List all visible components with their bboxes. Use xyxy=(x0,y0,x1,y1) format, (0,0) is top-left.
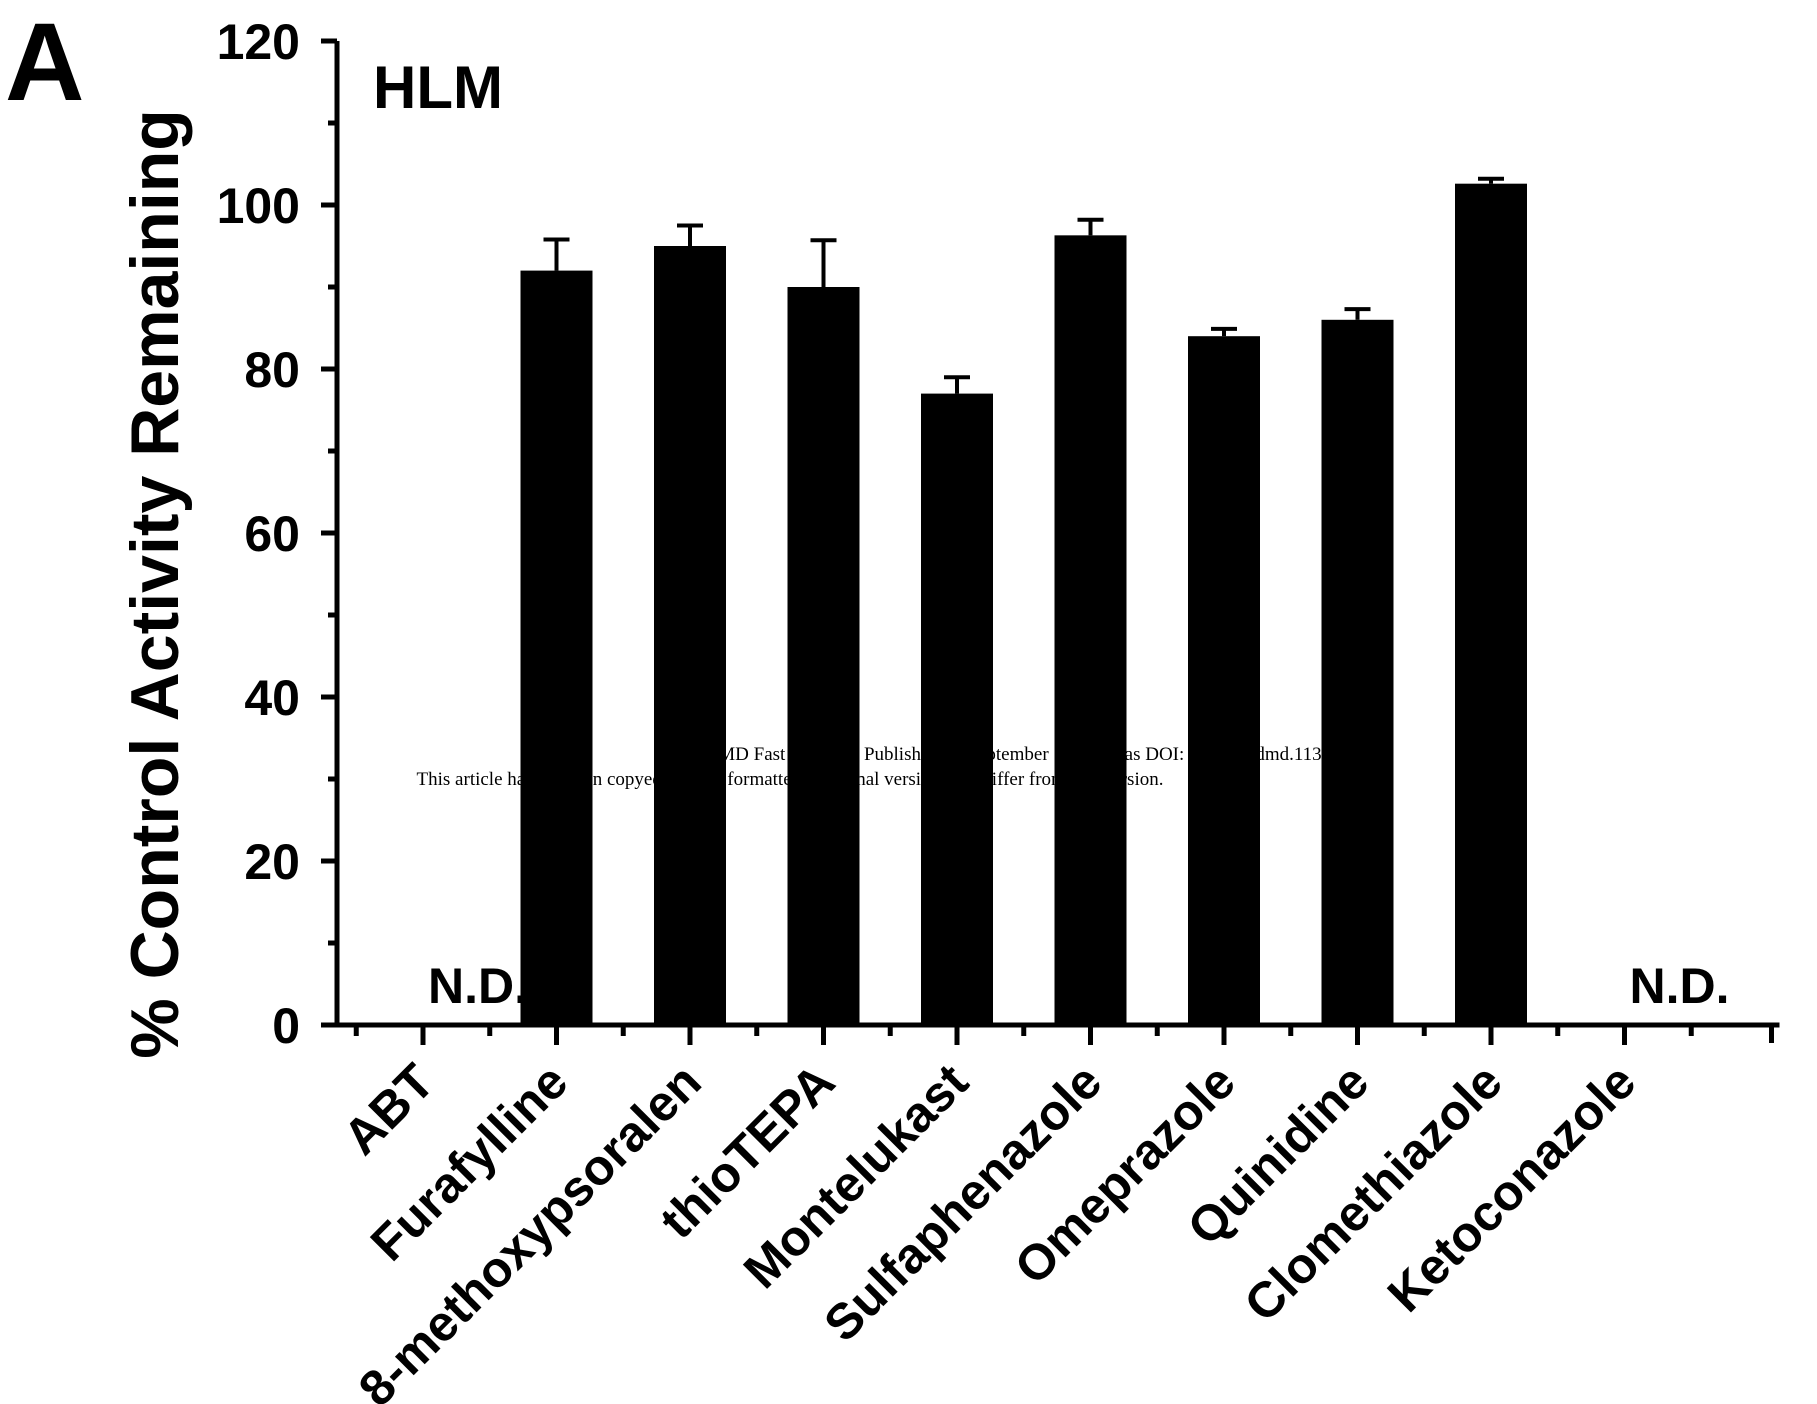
bar xyxy=(520,270,593,1026)
y-tick-label: 20 xyxy=(244,834,300,890)
nd-annotation: N.D. xyxy=(428,958,528,1014)
y-tick-label: 120 xyxy=(217,14,300,70)
watermark-line-2: This article has not been copyedited and… xyxy=(417,769,1164,790)
bar xyxy=(1321,319,1394,1025)
nd-annotation: N.D. xyxy=(1630,958,1730,1014)
y-tick-label: 40 xyxy=(244,670,300,726)
panel-label: A xyxy=(5,1,84,124)
bar xyxy=(1054,235,1127,1026)
bar xyxy=(1188,336,1260,1025)
bar xyxy=(787,287,860,1025)
chart-title: HLM xyxy=(373,54,503,121)
y-tick-label: 0 xyxy=(272,998,300,1054)
y-tick-label: 60 xyxy=(244,506,300,562)
watermark-line-1: DMD Fast Forward. Published on September… xyxy=(705,744,1384,765)
y-tick-label: 100 xyxy=(217,178,300,234)
bars xyxy=(520,176,1527,1026)
x-tick-label: ABT xyxy=(333,1053,445,1165)
y-tick-label: 80 xyxy=(244,342,300,398)
y-axis-label: % Control Activity Remaining xyxy=(117,109,193,1059)
bar xyxy=(654,246,726,1025)
bar xyxy=(1455,183,1527,1025)
bar xyxy=(921,393,993,1026)
